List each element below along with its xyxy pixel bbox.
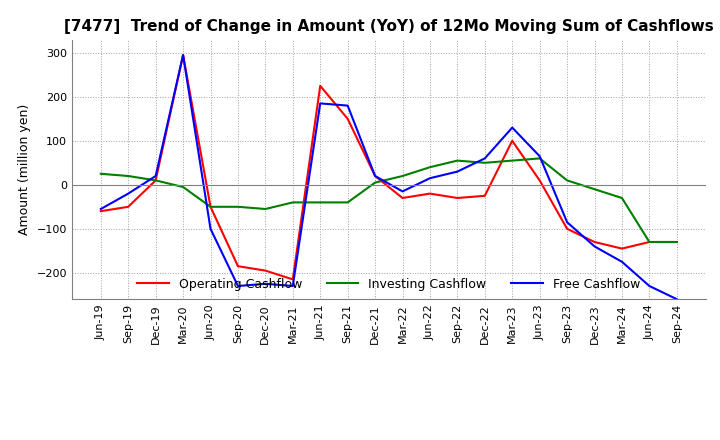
Free Cashflow	[590, 244, 599, 249]
Title: [7477]  Trend of Change in Amount (YoY) of 12Mo Moving Sum of Cashflows: [7477] Trend of Change in Amount (YoY) o…	[64, 19, 714, 34]
Operating Cashflow	[398, 195, 407, 201]
Free Cashflow	[289, 283, 297, 289]
Free Cashflow	[618, 259, 626, 264]
Line: Investing Cashflow: Investing Cashflow	[101, 158, 677, 242]
Investing Cashflow	[151, 178, 160, 183]
Operating Cashflow	[590, 239, 599, 245]
Investing Cashflow	[343, 200, 352, 205]
Operating Cashflow	[508, 138, 516, 143]
Operating Cashflow	[672, 239, 681, 245]
Operating Cashflow	[371, 173, 379, 179]
Free Cashflow	[96, 206, 105, 212]
Free Cashflow	[480, 156, 489, 161]
Operating Cashflow	[480, 193, 489, 198]
Free Cashflow	[343, 103, 352, 108]
Operating Cashflow	[618, 246, 626, 251]
Investing Cashflow	[261, 206, 270, 212]
Investing Cashflow	[316, 200, 325, 205]
Operating Cashflow	[233, 264, 242, 269]
Operating Cashflow	[124, 204, 132, 209]
Free Cashflow	[563, 220, 572, 225]
Investing Cashflow	[508, 158, 516, 163]
Investing Cashflow	[563, 178, 572, 183]
Line: Operating Cashflow: Operating Cashflow	[101, 55, 677, 279]
Investing Cashflow	[618, 195, 626, 201]
Y-axis label: Amount (million yen): Amount (million yen)	[18, 104, 31, 235]
Operating Cashflow	[151, 178, 160, 183]
Line: Free Cashflow: Free Cashflow	[101, 55, 677, 299]
Free Cashflow	[233, 283, 242, 289]
Operating Cashflow	[563, 226, 572, 231]
Operating Cashflow	[645, 239, 654, 245]
Investing Cashflow	[233, 204, 242, 209]
Investing Cashflow	[536, 156, 544, 161]
Operating Cashflow	[426, 191, 434, 196]
Legend: Operating Cashflow, Investing Cashflow, Free Cashflow: Operating Cashflow, Investing Cashflow, …	[132, 272, 645, 296]
Free Cashflow	[426, 176, 434, 181]
Investing Cashflow	[371, 180, 379, 185]
Free Cashflow	[398, 189, 407, 194]
Investing Cashflow	[206, 204, 215, 209]
Free Cashflow	[179, 52, 187, 58]
Free Cashflow	[206, 226, 215, 231]
Free Cashflow	[536, 154, 544, 159]
Free Cashflow	[124, 191, 132, 196]
Investing Cashflow	[179, 184, 187, 190]
Investing Cashflow	[289, 200, 297, 205]
Investing Cashflow	[672, 239, 681, 245]
Operating Cashflow	[536, 178, 544, 183]
Investing Cashflow	[480, 160, 489, 165]
Free Cashflow	[261, 281, 270, 286]
Investing Cashflow	[96, 171, 105, 176]
Free Cashflow	[371, 173, 379, 179]
Operating Cashflow	[316, 83, 325, 88]
Free Cashflow	[672, 297, 681, 302]
Investing Cashflow	[645, 239, 654, 245]
Investing Cashflow	[590, 187, 599, 192]
Operating Cashflow	[453, 195, 462, 201]
Operating Cashflow	[96, 209, 105, 214]
Free Cashflow	[151, 173, 160, 179]
Free Cashflow	[508, 125, 516, 130]
Operating Cashflow	[289, 277, 297, 282]
Investing Cashflow	[426, 165, 434, 170]
Operating Cashflow	[179, 52, 187, 58]
Investing Cashflow	[124, 173, 132, 179]
Investing Cashflow	[398, 173, 407, 179]
Free Cashflow	[645, 283, 654, 289]
Operating Cashflow	[343, 116, 352, 121]
Free Cashflow	[316, 101, 325, 106]
Operating Cashflow	[206, 204, 215, 209]
Operating Cashflow	[261, 268, 270, 273]
Free Cashflow	[453, 169, 462, 174]
Investing Cashflow	[453, 158, 462, 163]
